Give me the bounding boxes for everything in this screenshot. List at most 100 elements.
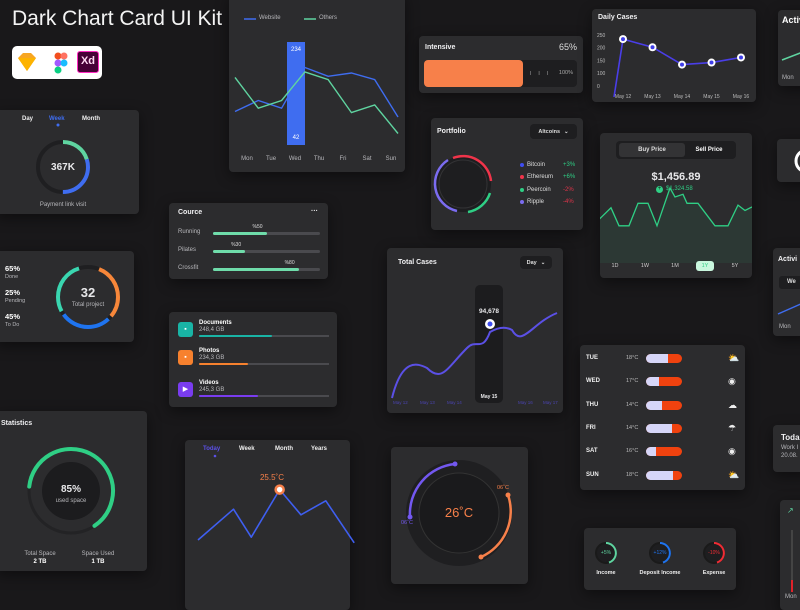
course-percent: %80 <box>284 260 295 266</box>
range-1w[interactable]: 1W <box>640 263 650 269</box>
thermostat-card: 26˚C 06˚C 06˚C <box>391 447 528 584</box>
project-total: 32 <box>80 285 96 300</box>
storage-name: Documents <box>199 320 232 326</box>
finance-ring <box>649 542 671 564</box>
tab-month[interactable]: Month <box>82 116 100 122</box>
coin-change: -2% <box>563 186 574 193</box>
document-icon: ▪ <box>178 322 193 337</box>
tab-week[interactable]: Week <box>49 116 65 122</box>
weekly-visitors-card: Website Others 234 42 Mon Tue Wed Thu Fri Sat… <box>229 0 405 172</box>
payment-label: Payment link visit <box>39 202 87 208</box>
temperature-card: Today Week Month Years 25.5˚C <box>185 440 355 610</box>
legend-others: Others <box>319 15 338 21</box>
x-tick: May 16 <box>733 94 750 100</box>
finance-ring <box>595 542 617 564</box>
x-tick: May 17 <box>543 400 558 405</box>
image-icon: ▪ <box>178 350 193 365</box>
x-tick: May 14 <box>447 400 462 405</box>
payment-ring <box>36 123 90 194</box>
temperature-range-bar <box>646 423 682 433</box>
peak-marker <box>274 484 285 495</box>
range-1d[interactable]: 1D <box>611 263 619 269</box>
day-dropdown[interactable]: Day ⌄ <box>520 256 552 269</box>
statistics-title: Statistics <box>1 420 33 427</box>
project-total-label: Total project <box>71 302 105 308</box>
finance-label: Income <box>596 570 616 576</box>
day-label: Fri <box>339 156 347 162</box>
tab-week[interactable]: Week <box>239 446 255 452</box>
weather-day: SAT <box>586 448 598 455</box>
range-1m[interactable]: 1M <box>671 263 679 269</box>
stat-label: Pending <box>5 298 26 304</box>
tab-day[interactable]: Day <box>22 116 34 122</box>
coin-change: -4% <box>563 198 574 205</box>
more-menu-icon[interactable]: ··· <box>311 208 318 215</box>
range-5y[interactable]: 5Y <box>731 263 739 269</box>
altcoins-dropdown[interactable]: Altcoins ⌄ <box>530 124 577 139</box>
intensive-max: 100% <box>558 70 573 76</box>
course-label: Crossfit <box>178 265 199 271</box>
today-title: Toda <box>781 433 800 442</box>
storage-ring <box>27 447 115 535</box>
space-used-value: 1 TB <box>91 559 105 565</box>
y-tick: 250 <box>597 33 606 39</box>
price-change: $1,324.58 <box>666 186 693 192</box>
y-tick: 0 <box>597 84 600 90</box>
space-used-label: Space Used <box>81 551 115 557</box>
sketch-logo-icon <box>18 53 36 71</box>
day-label: Tue <box>265 156 277 162</box>
total-space-value: 2 TB <box>33 559 47 565</box>
chevron-down-icon: ⌄ <box>540 259 546 266</box>
project-card: 65% Done 25% Pending 45% To Do 32 Total proje… <box>0 251 134 342</box>
tab-sell-price[interactable]: Sell Price <box>695 147 723 153</box>
total-space-label: Total Space <box>24 551 56 557</box>
daily-line <box>613 38 742 98</box>
today-date: 20.08. <box>781 453 798 459</box>
price-card: Buy Price Sell Price $1,456.89 + $1,324.… <box>600 133 752 278</box>
tool-logos: Xd <box>12 46 102 79</box>
storage-name: Photos <box>199 348 220 354</box>
used-label: used space <box>55 498 87 504</box>
bar-card: ↗ Mon <box>780 500 800 610</box>
finance-label: Expense <box>702 570 726 576</box>
activity-card: Activi Mon <box>778 10 800 86</box>
weather-temp: 18°C <box>626 471 639 478</box>
y-tick: 150 <box>597 58 606 64</box>
temperature-range-bar <box>646 470 682 480</box>
used-percent: 85% <box>60 484 81 495</box>
tab-month[interactable]: Month <box>275 446 293 452</box>
storage-size: 245,3 GB <box>199 387 225 393</box>
range-1y[interactable]: 1Y <box>696 261 714 271</box>
weather-day: WED <box>586 378 600 385</box>
stat-label: To Do <box>5 322 20 328</box>
coin-dot <box>520 187 524 192</box>
weather-day: TUE <box>586 355 598 361</box>
day-label: Mon <box>785 594 797 600</box>
day-label: Mon <box>779 324 791 330</box>
highlight-bar <box>287 42 305 145</box>
daily-cases-card: Daily Cases 250 200 150 100 0 May 12 May 13 May… <box>592 9 756 102</box>
x-tick: May 13 <box>644 94 661 100</box>
price-line <box>600 186 752 228</box>
tab-buy-price[interactable]: Buy Price <box>619 143 685 157</box>
tab-week[interactable]: We <box>779 276 800 289</box>
portfolio-ring <box>433 154 493 214</box>
course-progress <box>213 268 320 271</box>
cloud-sun-icon: ⛅ <box>728 469 740 480</box>
storage-size: 234,3 GB <box>199 355 225 361</box>
coin-dot <box>520 163 524 167</box>
portfolio-card: Portfolio Altcoins ⌄ Bitcoin +3% Ethereum +6… <box>431 118 583 230</box>
chevron-down-icon: ⌄ <box>564 128 569 135</box>
tab-today[interactable]: Today <box>203 446 221 452</box>
weather-day: FRI <box>586 424 596 431</box>
page-title: Dark Chart Card UI Kit <box>12 7 223 30</box>
weather-temp: 14°C <box>626 401 639 408</box>
stat-value: 65% <box>5 264 21 273</box>
activity-title: Activi <box>778 256 798 263</box>
portfolio-title: Portfolio <box>437 128 466 135</box>
tab-years[interactable]: Years <box>311 446 328 452</box>
figma-logo-icon <box>54 52 68 74</box>
coin-name: Bitcoin <box>527 162 546 168</box>
tooltip-value: 94,678 <box>479 308 499 315</box>
others-line <box>234 71 399 134</box>
